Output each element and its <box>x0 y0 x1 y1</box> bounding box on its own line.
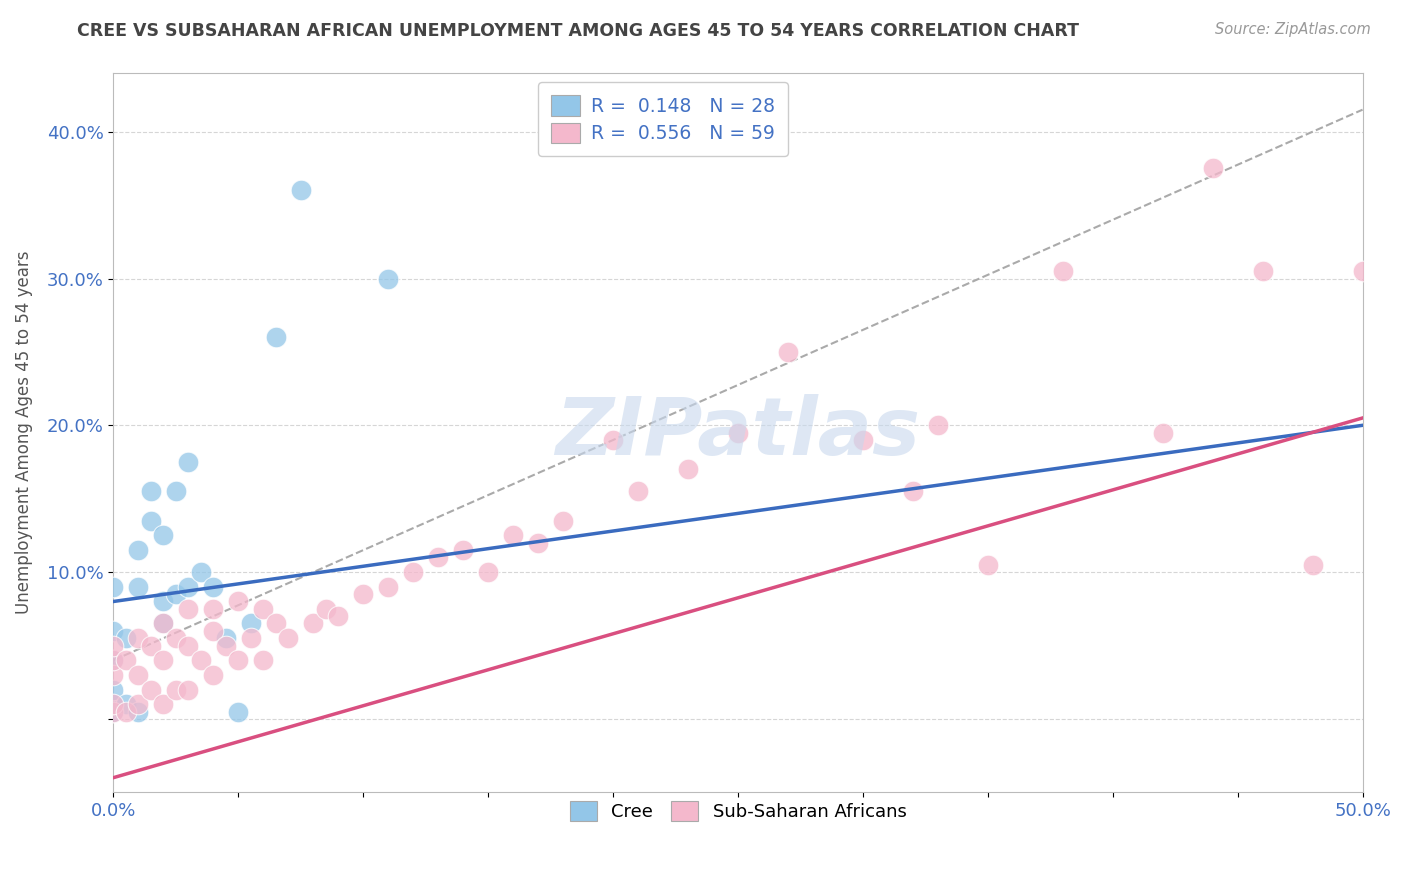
Point <box>139 514 162 528</box>
Point <box>127 668 149 682</box>
Point <box>190 653 212 667</box>
Point <box>1201 161 1223 176</box>
Point <box>402 565 425 579</box>
Point <box>228 594 250 608</box>
Point <box>239 616 262 631</box>
Point <box>1351 264 1374 278</box>
Point <box>152 616 174 631</box>
Point <box>103 653 125 667</box>
Point <box>115 653 138 667</box>
Point <box>139 639 162 653</box>
Point <box>215 631 238 645</box>
Point <box>127 631 149 645</box>
Point <box>202 580 225 594</box>
Point <box>852 433 875 447</box>
Point <box>377 271 399 285</box>
Y-axis label: Unemployment Among Ages 45 to 54 years: Unemployment Among Ages 45 to 54 years <box>15 251 32 615</box>
Point <box>103 705 125 719</box>
Point <box>264 616 287 631</box>
Point <box>177 639 200 653</box>
Point <box>103 639 125 653</box>
Point <box>202 602 225 616</box>
Point <box>377 580 399 594</box>
Point <box>277 631 299 645</box>
Point <box>127 580 149 594</box>
Point <box>1302 558 1324 572</box>
Point <box>228 653 250 667</box>
Point <box>328 609 350 624</box>
Point <box>139 682 162 697</box>
Point <box>127 705 149 719</box>
Point <box>103 580 125 594</box>
Point <box>215 639 238 653</box>
Point <box>202 668 225 682</box>
Point <box>103 653 125 667</box>
Point <box>1052 264 1074 278</box>
Point <box>527 535 550 549</box>
Point <box>103 682 125 697</box>
Point <box>152 698 174 712</box>
Point <box>152 616 174 631</box>
Point <box>103 705 125 719</box>
Point <box>676 462 699 476</box>
Point <box>477 565 499 579</box>
Point <box>190 565 212 579</box>
Point <box>315 602 337 616</box>
Text: CREE VS SUBSAHARAN AFRICAN UNEMPLOYMENT AMONG AGES 45 TO 54 YEARS CORRELATION CH: CREE VS SUBSAHARAN AFRICAN UNEMPLOYMENT … <box>77 22 1080 40</box>
Text: ZIPatlas: ZIPatlas <box>555 393 921 472</box>
Point <box>127 543 149 558</box>
Point <box>127 698 149 712</box>
Point <box>927 418 949 433</box>
Point <box>252 602 274 616</box>
Point <box>177 580 200 594</box>
Point <box>352 587 374 601</box>
Point <box>252 653 274 667</box>
Point <box>264 330 287 344</box>
Point <box>103 698 125 712</box>
Point <box>239 631 262 645</box>
Point <box>115 705 138 719</box>
Point <box>1152 425 1174 440</box>
Point <box>627 484 650 499</box>
Point <box>165 631 187 645</box>
Point <box>290 183 312 197</box>
Point <box>177 455 200 469</box>
Point <box>103 668 125 682</box>
Point <box>165 682 187 697</box>
Point <box>165 484 187 499</box>
Point <box>228 705 250 719</box>
Point <box>602 433 624 447</box>
Point <box>901 484 924 499</box>
Point <box>103 698 125 712</box>
Point <box>152 594 174 608</box>
Point <box>553 514 575 528</box>
Legend: Cree, Sub-Saharan Africans: Cree, Sub-Saharan Africans <box>561 792 915 830</box>
Point <box>152 528 174 542</box>
Point <box>115 698 138 712</box>
Point <box>115 631 138 645</box>
Text: Source: ZipAtlas.com: Source: ZipAtlas.com <box>1215 22 1371 37</box>
Point <box>451 543 474 558</box>
Point <box>165 587 187 601</box>
Point <box>152 653 174 667</box>
Point <box>502 528 524 542</box>
Point <box>103 624 125 638</box>
Point <box>977 558 1000 572</box>
Point <box>776 345 799 359</box>
Point <box>177 682 200 697</box>
Point <box>1251 264 1274 278</box>
Point <box>727 425 749 440</box>
Point <box>302 616 325 631</box>
Point <box>139 484 162 499</box>
Point <box>427 550 450 565</box>
Point <box>202 624 225 638</box>
Point <box>177 602 200 616</box>
